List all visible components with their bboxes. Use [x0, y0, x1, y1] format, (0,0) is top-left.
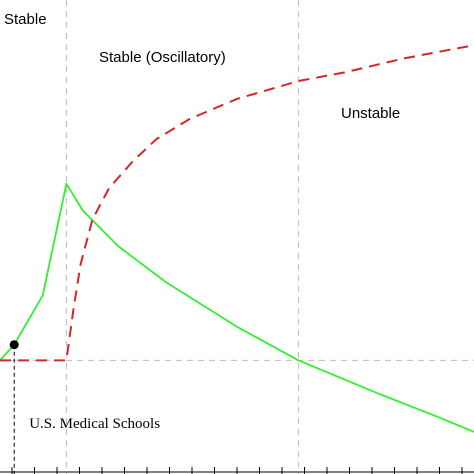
- annotation-marker: [9, 340, 19, 350]
- annotation-label: U.S. Medical Schools: [29, 416, 160, 432]
- x-axis-ticks: [11, 467, 463, 474]
- green-solid-series-line: [0, 182, 474, 433]
- series-layer: [0, 44, 474, 433]
- region-label-unstable: Unstable: [341, 105, 400, 122]
- red-dashed-series-line: [0, 44, 474, 362]
- annotation-layer: U.S. Medical Schools: [9, 340, 160, 474]
- region-label-stable: Stable: [4, 11, 47, 28]
- region-label-stable-oscillatory: Stable (Oscillatory): [99, 49, 226, 66]
- region-boundaries: [65, 0, 300, 474]
